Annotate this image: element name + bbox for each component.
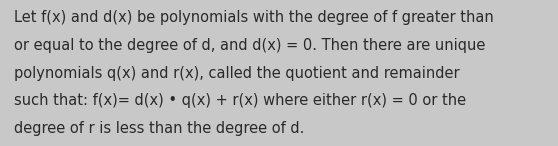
Text: polynomials q(x) and r(x), called the quotient and remainder: polynomials q(x) and r(x), called the qu… bbox=[14, 66, 460, 81]
Text: or equal to the degree of d, and d(x) = 0. Then there are unique: or equal to the degree of d, and d(x) = … bbox=[14, 38, 485, 53]
Text: Let f(x) and d(x) be polynomials with the degree of f greater than: Let f(x) and d(x) be polynomials with th… bbox=[14, 10, 494, 25]
Text: such that: f(x)= d(x) • q(x) + r(x) where either r(x) = 0 or the: such that: f(x)= d(x) • q(x) + r(x) wher… bbox=[14, 93, 466, 108]
Text: degree of r is less than the degree of d.: degree of r is less than the degree of d… bbox=[14, 121, 304, 136]
